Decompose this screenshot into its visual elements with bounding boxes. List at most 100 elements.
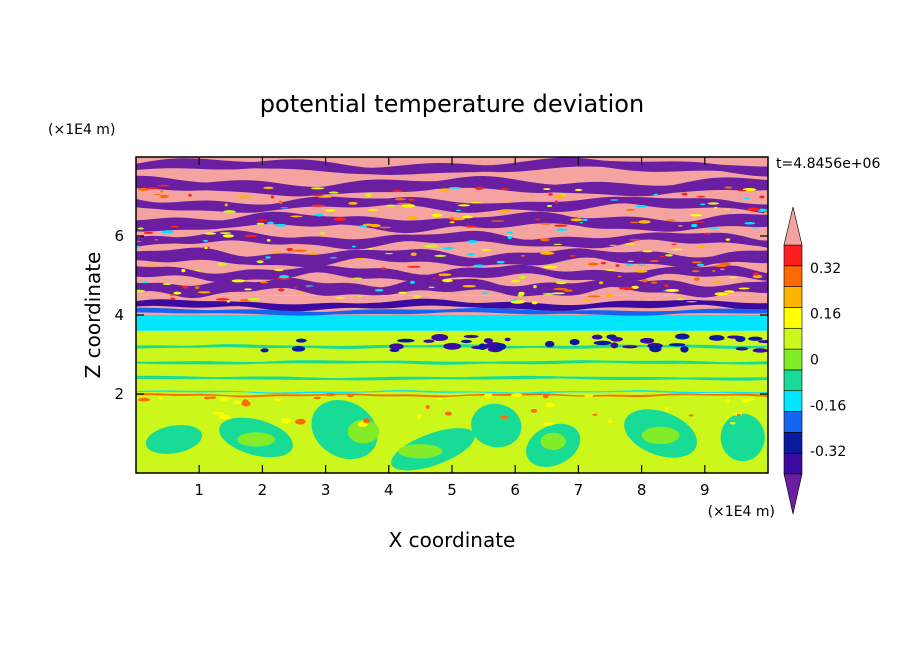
speckle (137, 227, 144, 230)
speckle (272, 250, 281, 254)
speckle (453, 217, 466, 221)
speckle (582, 299, 591, 301)
speckle (600, 261, 606, 265)
speckle (638, 220, 651, 224)
speckle (379, 226, 391, 229)
speckle (700, 203, 706, 206)
lower-speck (158, 396, 163, 401)
speckle (691, 261, 702, 264)
speckle (286, 247, 294, 252)
speckle (409, 280, 415, 284)
speckle (367, 209, 378, 212)
lower-speck (743, 398, 756, 401)
speckle (615, 264, 620, 267)
speckle (273, 268, 284, 272)
speckle (737, 189, 747, 192)
speckle (307, 252, 320, 255)
speckle (357, 257, 365, 260)
speckle (194, 269, 201, 272)
speckle (467, 240, 478, 244)
speckle (744, 222, 756, 225)
lower-speck (584, 394, 594, 397)
lower-speck (313, 396, 321, 400)
speckle (505, 210, 513, 212)
speckle (635, 205, 648, 208)
speckle (305, 286, 310, 288)
thin-red-line (136, 393, 768, 398)
speckle (455, 209, 462, 212)
speckle (370, 224, 381, 228)
speckle (464, 225, 476, 228)
speckle (519, 275, 526, 279)
speckle (554, 194, 565, 199)
colorbar-segment (783, 307, 803, 329)
speckle (312, 194, 324, 197)
speckle (713, 264, 728, 268)
speckle (724, 186, 733, 189)
speckle (244, 288, 252, 291)
speckle (136, 245, 140, 249)
lower-speck (295, 418, 306, 425)
swirl-core (398, 444, 443, 459)
purple-layer (136, 247, 768, 268)
speckle (553, 287, 568, 291)
speckle (391, 190, 404, 193)
speckle (358, 295, 362, 298)
speckle (305, 285, 314, 287)
blue-speck (483, 338, 493, 344)
speckle (696, 263, 705, 267)
speckle (136, 240, 142, 243)
blue-speck (610, 342, 619, 349)
speckle (751, 226, 761, 229)
speckle (641, 279, 648, 283)
lower-speck (274, 398, 282, 401)
blue-speck (735, 346, 749, 351)
x-tick-label: 6 (510, 481, 520, 499)
speckle (259, 281, 269, 284)
blue-speck (544, 340, 555, 348)
purple-layer (136, 277, 768, 299)
blue-speck (463, 334, 479, 339)
speckle (533, 285, 537, 289)
speckle (507, 235, 512, 240)
speckle (625, 264, 634, 267)
swirl-core (540, 432, 566, 451)
speckle (204, 246, 208, 250)
speckle (725, 238, 731, 241)
speckle (582, 218, 588, 222)
speckle (434, 254, 447, 257)
colorbar-segment (783, 432, 803, 454)
speckle (556, 228, 568, 232)
speckle (410, 252, 417, 256)
speckle (293, 286, 297, 289)
speckle (169, 294, 175, 297)
blue-speck (610, 337, 623, 342)
speckle (154, 193, 161, 196)
speckle (449, 221, 455, 224)
speckle (482, 292, 489, 295)
colorbar-segment (783, 390, 803, 412)
x-tick-label: 4 (384, 481, 394, 499)
speckle (671, 243, 678, 245)
lower-speck (324, 392, 336, 397)
speckle (157, 184, 170, 187)
speckle (170, 225, 179, 228)
speckle (260, 258, 270, 261)
speckle (247, 297, 261, 301)
lower-speck (530, 408, 538, 413)
blue-speck (495, 343, 507, 350)
blue-speck (748, 336, 763, 341)
blue-speck (431, 333, 449, 341)
speckle (637, 264, 646, 267)
speckle (385, 252, 394, 255)
mid-stripe (136, 336, 768, 342)
speckle (280, 207, 289, 209)
speckle (278, 274, 290, 279)
speckle (534, 218, 541, 221)
colorbar-segment (783, 265, 803, 287)
speckle (265, 256, 271, 259)
lower-speck (542, 393, 549, 399)
speckle (752, 274, 763, 279)
colorbar-segment (783, 286, 803, 308)
speckle (574, 188, 583, 192)
